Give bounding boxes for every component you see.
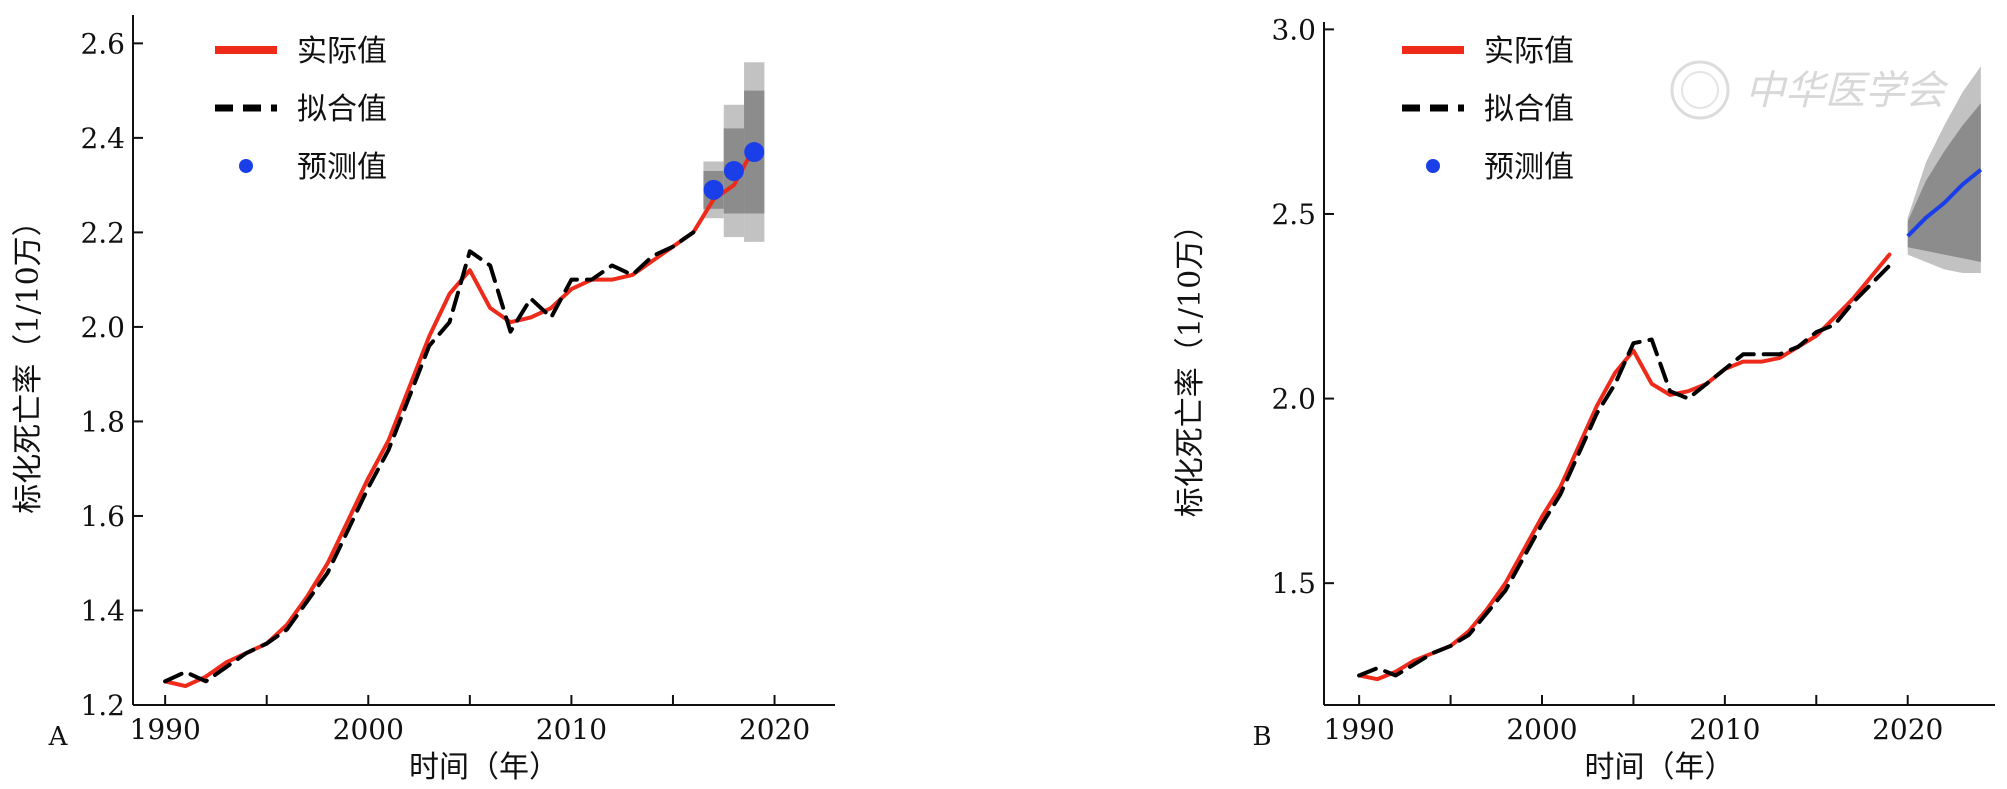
legend-entry-label: 实际值: [297, 34, 387, 69]
y-tick-label: 1.2: [80, 689, 125, 722]
x-tick-label: 2020: [1872, 713, 1943, 746]
x-tick-label: 2020: [739, 713, 810, 746]
fitted-series-line: [163, 230, 696, 684]
y-tick-label: 2.0: [80, 311, 125, 344]
panel-b: 1.5 2.0 2.5 3.0 1990 2000 2010 2020 时间（年） 标化死亡率（1…: [1173, 13, 1995, 785]
legend-entry-label: 拟合值: [297, 92, 387, 127]
y-tick-label: 2.0: [1271, 383, 1316, 416]
actual-series-line: [1357, 252, 1892, 682]
actual-series-line: [163, 145, 757, 689]
panel-a: 1.2 1.4 1.6 1.8 2.0 2.2 2.4 2.6 1990 2000 2010 2020…: [11, 15, 835, 785]
y-tick-label: 2.6: [80, 27, 125, 60]
watermark-logo: 中华医学会: [1670, 60, 1949, 120]
x-tick-label: 2010: [536, 713, 607, 746]
panel-label: A: [48, 722, 69, 752]
forecast-point: [744, 142, 765, 163]
x-axis-label: 时间（年）: [1585, 750, 1735, 785]
y-axis-label: 标化死亡率（1/10万）: [1173, 210, 1208, 517]
x-tick-label: 1990: [130, 713, 201, 746]
panel-label: B: [1252, 722, 1271, 752]
x-axis-label: 时间（年）: [409, 750, 559, 785]
fitted-series-line: [1357, 263, 1892, 678]
watermark-seal-icon: [1670, 60, 1730, 120]
watermark-text: 中华医学会: [1745, 68, 1949, 114]
legend-entry-label: 实际值: [1484, 34, 1574, 69]
y-tick-label: 1.4: [80, 594, 125, 627]
y-axis-label: 标化死亡率（1/10万）: [11, 206, 46, 513]
forecast-point: [703, 179, 724, 200]
watermark-seal-inner: [1681, 71, 1719, 109]
forecast-line: [1906, 168, 1983, 238]
legend-entry-label: 预测值: [1484, 150, 1574, 185]
legend-forecast-swatch: [1426, 159, 1440, 173]
forecast-interval-inner: [1907, 103, 1981, 262]
legend-entry-label: 拟合值: [1484, 92, 1574, 127]
y-tick-label: 2.4: [80, 122, 125, 155]
legend-forecast-swatch: [239, 159, 253, 173]
y-tick-label: 1.8: [80, 405, 125, 438]
forecast-point: [723, 160, 744, 181]
x-tick-label: 2010: [1689, 713, 1760, 746]
legend-entry-label: 预测值: [297, 150, 387, 185]
y-tick-label: 2.5: [1271, 198, 1316, 231]
x-tick-label: 2000: [1506, 713, 1577, 746]
y-tick-label: 1.6: [80, 500, 125, 533]
y-tick-label: 2.2: [80, 216, 125, 249]
y-tick-label: 1.5: [1271, 567, 1316, 600]
y-tick-label: 3.0: [1271, 13, 1316, 46]
x-tick-label: 2000: [333, 713, 404, 746]
x-tick-label: 1990: [1324, 713, 1395, 746]
